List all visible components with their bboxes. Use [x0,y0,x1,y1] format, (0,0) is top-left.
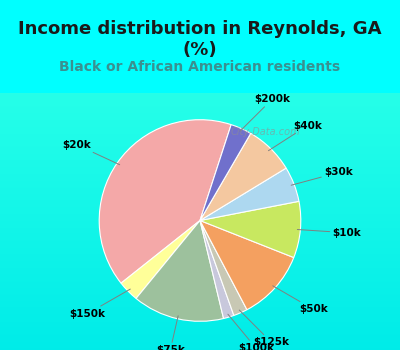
Text: $125k: $125k [239,310,290,347]
Wedge shape [136,220,224,321]
Text: City-Data.com: City-Data.com [230,127,300,137]
Text: $40k: $40k [268,120,322,151]
Wedge shape [200,220,294,310]
Wedge shape [200,220,247,315]
Wedge shape [200,220,234,318]
Wedge shape [200,168,299,220]
Text: $200k: $200k [240,94,290,131]
Text: $30k: $30k [291,168,353,185]
Text: Income distribution in Reynolds, GA
(%): Income distribution in Reynolds, GA (%) [18,20,382,59]
Text: Black or African American residents: Black or African American residents [60,60,340,74]
Wedge shape [99,120,231,283]
Wedge shape [121,220,200,299]
Text: $150k: $150k [69,289,130,319]
Text: $10k: $10k [297,228,361,238]
Text: $50k: $50k [273,286,328,314]
Text: $100k: $100k [228,314,274,350]
Wedge shape [200,201,301,258]
Text: $75k: $75k [156,316,185,350]
Wedge shape [200,125,251,220]
Text: $20k: $20k [62,140,120,165]
Wedge shape [200,133,286,220]
